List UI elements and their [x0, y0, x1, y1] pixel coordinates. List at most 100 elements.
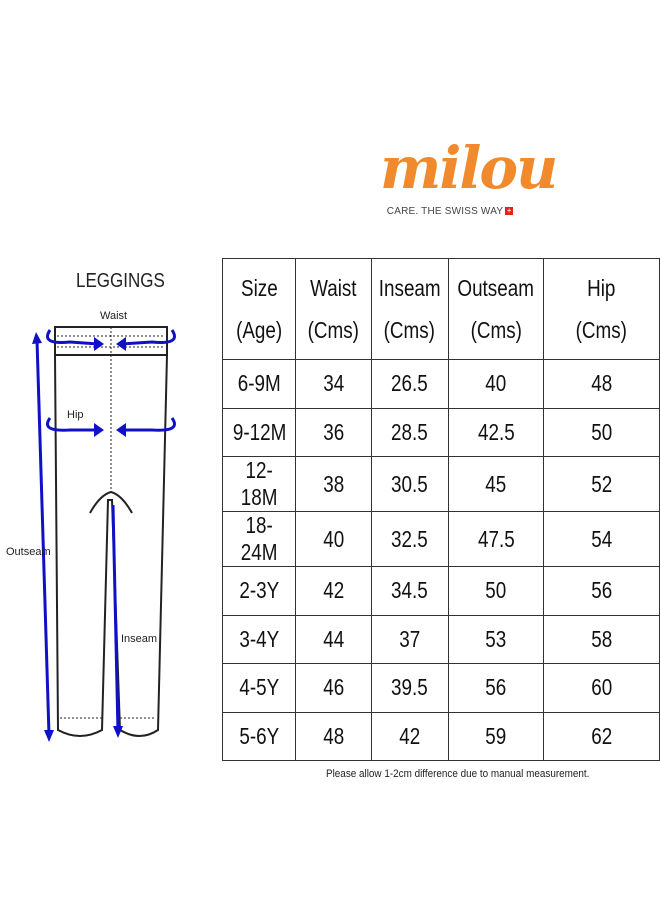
cell-text: 12-18M: [240, 457, 278, 510]
cell-text: 45: [485, 470, 507, 497]
table-cell: 37: [371, 614, 449, 664]
table-row: 9-12M 36 28.5 42.5 50: [221, 407, 660, 457]
table-cell: 12-18M: [221, 456, 297, 512]
table-row: 18-24M 40 32.5 47.5 54: [221, 511, 660, 567]
cell-text: 30.5: [391, 470, 429, 497]
cell-text: 54: [591, 525, 613, 552]
cell-text: 28.5: [391, 418, 429, 445]
header-text: (Cms): [575, 317, 628, 343]
cell-text: 48: [323, 722, 345, 749]
measurement-arrows: [35, 329, 176, 736]
column-header: Inseam (Cms): [371, 258, 449, 360]
table-cell: 5-6Y: [221, 711, 297, 761]
table-cell: 26.5: [371, 359, 449, 409]
cell-text: 59: [485, 722, 507, 749]
column-header: Size (Age): [221, 258, 297, 360]
header-text: (Cms): [384, 317, 436, 343]
table-cell: 44: [295, 614, 373, 664]
waist-label: Waist: [100, 310, 127, 322]
table-cell: 62: [543, 711, 660, 761]
column-header: Outseam (Cms): [447, 258, 545, 360]
drawstring: [89, 490, 133, 514]
cell-text: 18-24M: [240, 512, 278, 565]
table-cell: 30.5: [371, 456, 449, 512]
column-header: Waist (Cms): [295, 258, 373, 360]
diagram-title: LEGGINGS: [76, 270, 165, 292]
table-cell: 50: [543, 407, 660, 457]
cell-text: 26.5: [391, 370, 429, 397]
leggings-diagram: Waist Hip Outseam Inseam: [6, 310, 176, 742]
table-row: 6-9M 34 26.5 40 48: [221, 359, 660, 409]
table-cell: 40: [295, 511, 373, 567]
header-text: (Cms): [470, 317, 522, 343]
cell-text: 39.5: [391, 674, 429, 701]
table-cell: 56: [543, 566, 660, 616]
table-cell: 39.5: [371, 663, 449, 713]
table-cell: 42.5: [447, 407, 545, 457]
cell-text: 50: [591, 418, 613, 445]
cell-text: 34: [323, 370, 345, 397]
cell-text: 32.5: [391, 525, 429, 552]
table-cell: 2-3Y: [221, 566, 297, 616]
table-cell: 48: [295, 711, 373, 761]
table-cell: 50: [447, 566, 545, 616]
table-cell: 60: [543, 663, 660, 713]
logo-tagline: CARE. THE SWISS WAY +: [380, 206, 520, 217]
header-text: (Age): [236, 317, 283, 343]
hip-arrow-right: [122, 417, 176, 432]
cell-text: 9-12M: [232, 418, 286, 445]
header-text: Outseam: [457, 275, 535, 301]
header-text: (Cms): [308, 317, 360, 343]
cell-text: 42.5: [477, 418, 515, 445]
table-cell: 54: [543, 511, 660, 567]
cell-text: 42: [323, 577, 345, 604]
inseam-label: Inseam: [121, 633, 157, 645]
cell-text: 34.5: [391, 577, 429, 604]
table-cell: 52: [543, 456, 660, 512]
header-text: Inseam: [378, 275, 441, 301]
waist-arrow-right: [121, 329, 176, 346]
table-cell: 53: [447, 614, 545, 664]
table-cell: 48: [543, 359, 660, 409]
cell-text: 5-6Y: [239, 722, 280, 749]
table-cell: 34.5: [371, 566, 449, 616]
table-cell: 42: [295, 566, 373, 616]
cell-text: 58: [591, 625, 613, 652]
leggings-outline: [54, 354, 168, 737]
inseam-arrow: [111, 504, 120, 733]
table-cell: 56: [447, 663, 545, 713]
header-text: Hip: [587, 275, 616, 301]
table-cell: 28.5: [371, 407, 449, 457]
cell-text: 4-5Y: [239, 674, 280, 701]
table-cell: 18-24M: [221, 511, 297, 567]
table-cell: 59: [447, 711, 545, 761]
cell-text: 37: [399, 625, 421, 652]
cell-text: 42: [399, 722, 421, 749]
cell-text: 46: [323, 674, 345, 701]
table-cell: 46: [295, 663, 373, 713]
table-cell: 3-4Y: [221, 614, 297, 664]
waist-arrow-left: [46, 329, 99, 346]
table-cell: 58: [543, 614, 660, 664]
hip-arrow-left: [46, 417, 98, 432]
cell-text: 44: [323, 625, 345, 652]
cell-text: 60: [591, 674, 613, 701]
table-cell: 45: [447, 456, 545, 512]
cell-text: 36: [323, 418, 345, 445]
cell-text: 56: [485, 674, 507, 701]
cell-text: 40: [323, 525, 345, 552]
table-cell: 9-12M: [221, 407, 297, 457]
table-cell: 36: [295, 407, 373, 457]
cell-text: 47.5: [477, 525, 515, 552]
cell-text: 40: [485, 370, 507, 397]
brand-logo: milou CARE. THE SWISS WAY +: [380, 130, 558, 217]
table-cell: 47.5: [447, 511, 545, 567]
tagline-text: CARE. THE SWISS WAY: [386, 206, 504, 217]
table-cell: 42: [371, 711, 449, 761]
cell-text: 38: [323, 470, 345, 497]
outseam-label: Outseam: [6, 546, 51, 558]
column-header: Hip (Cms): [543, 258, 660, 360]
table-row: 4-5Y 46 39.5 56 60: [221, 663, 660, 713]
hip-label: Hip: [67, 409, 84, 421]
table-cell: 34: [295, 359, 373, 409]
